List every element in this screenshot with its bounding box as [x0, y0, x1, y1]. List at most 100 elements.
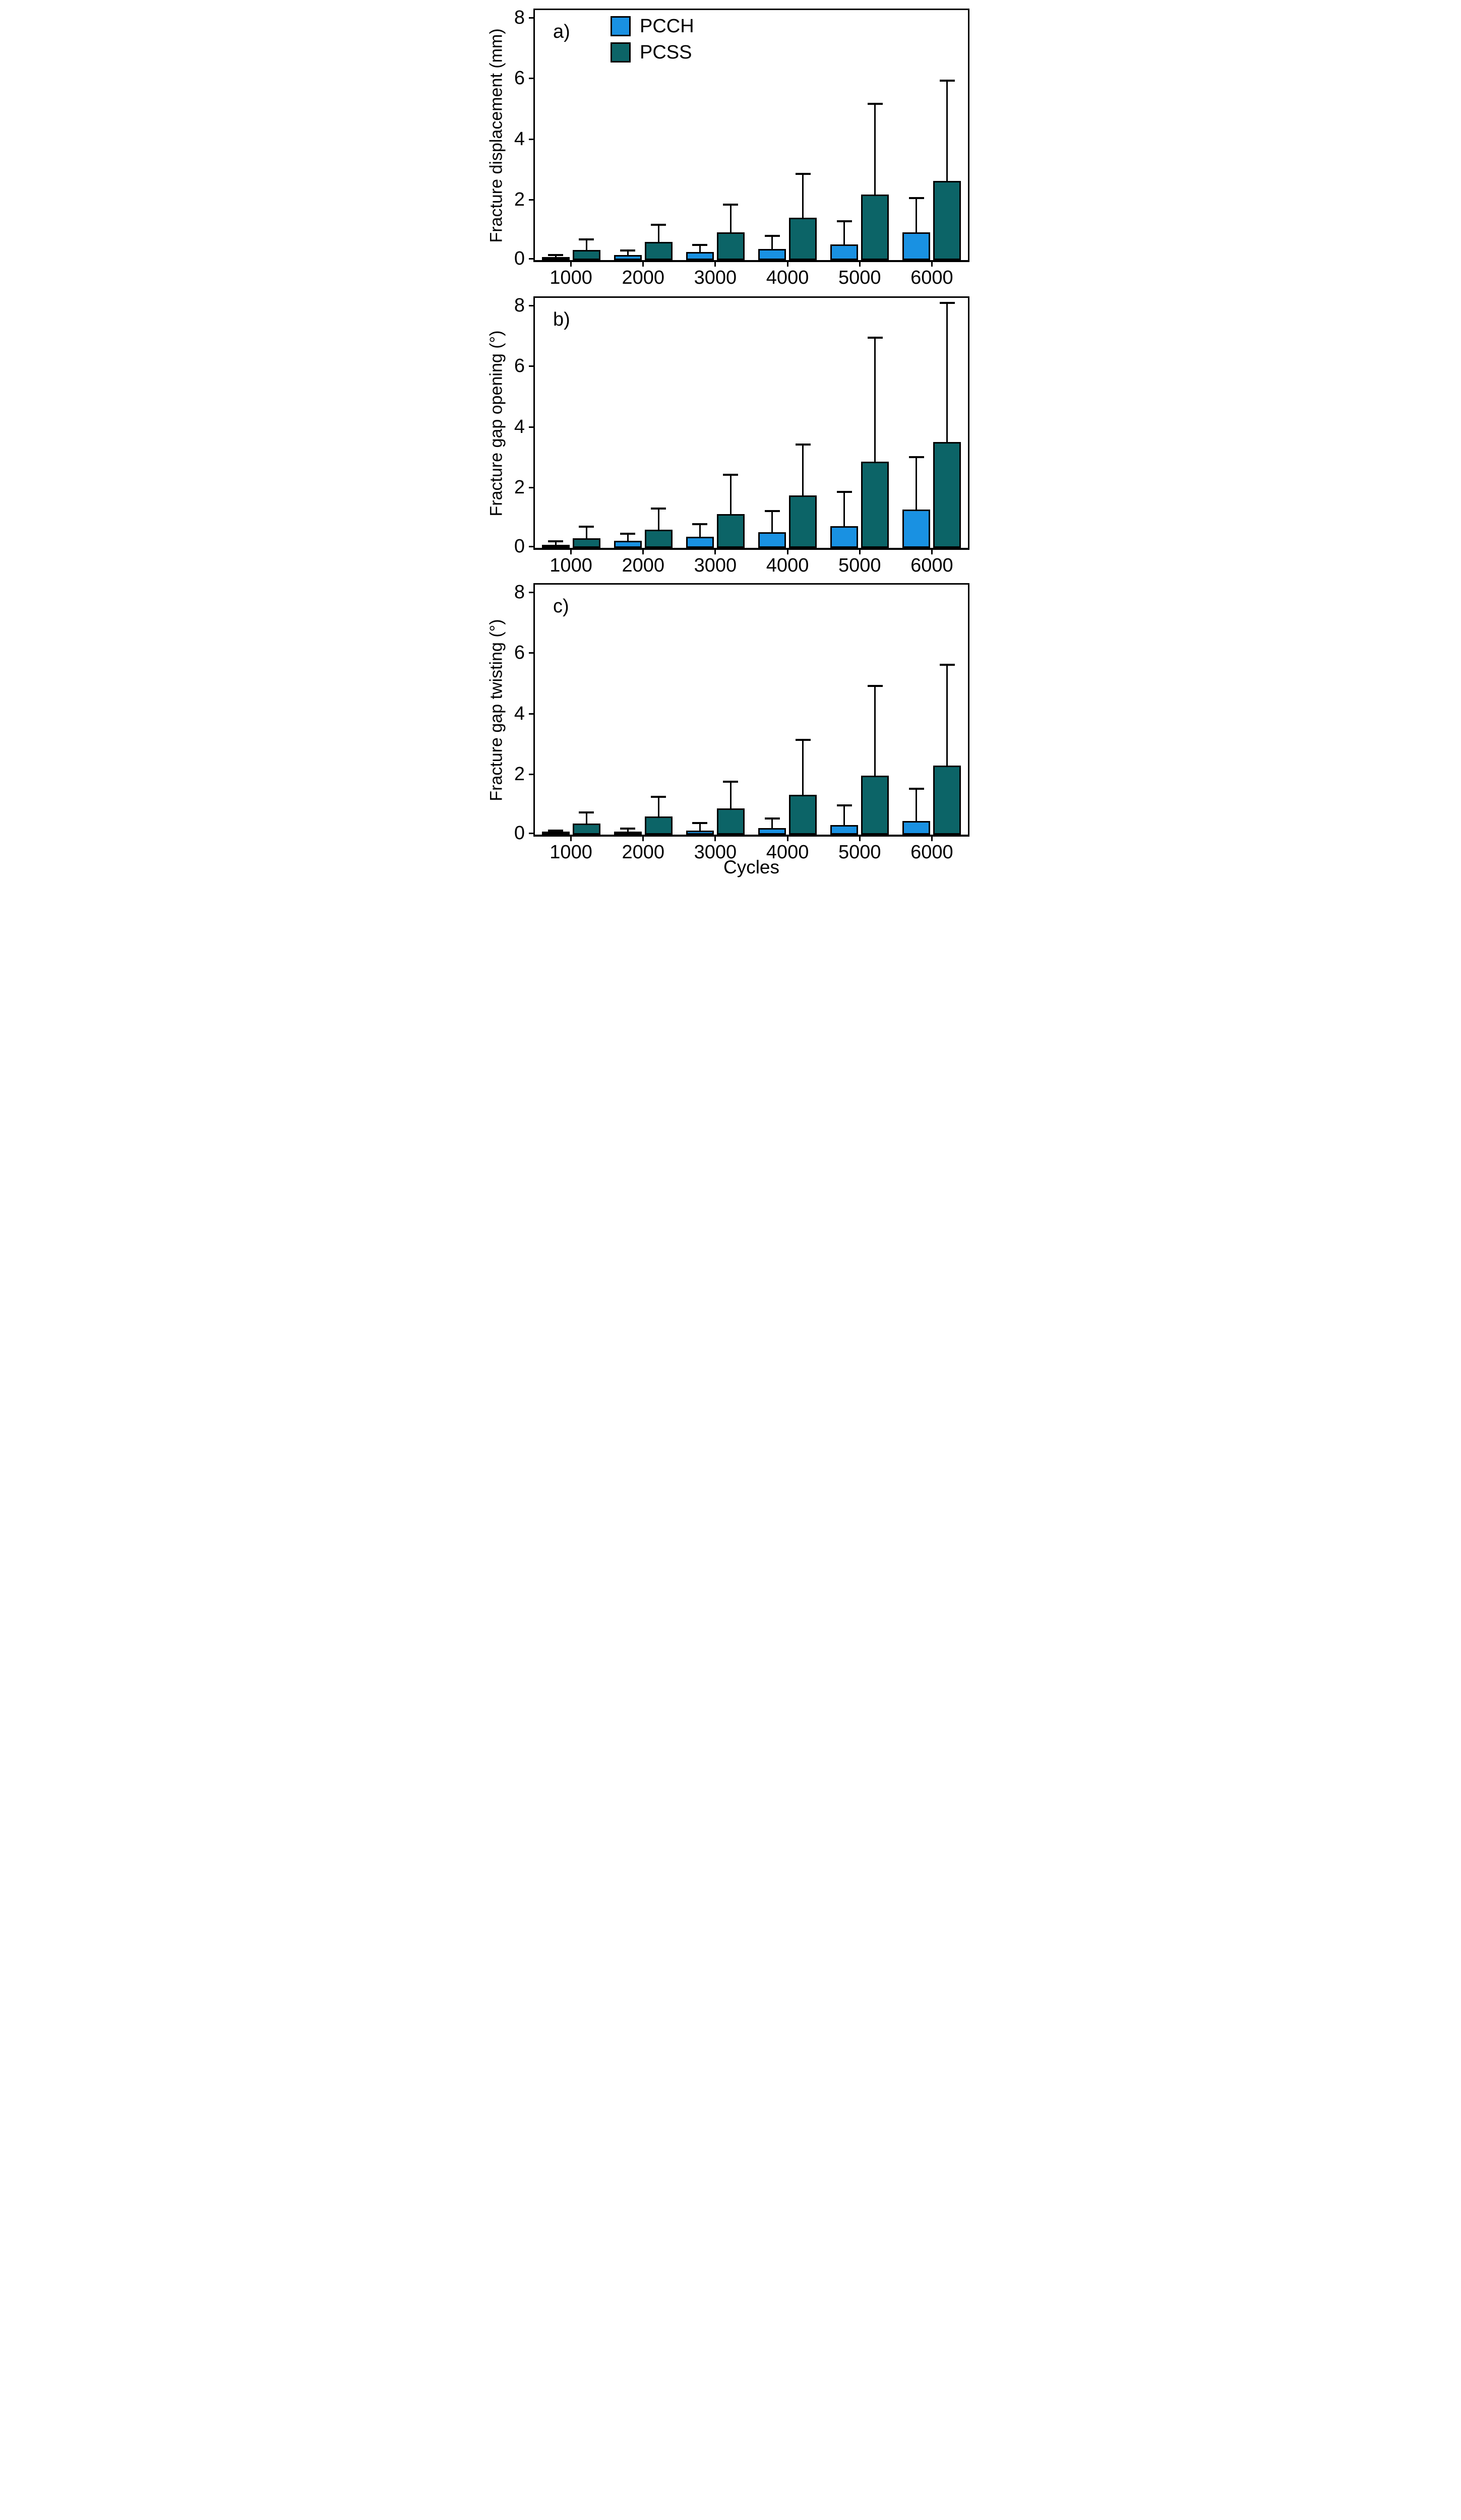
- y-tick-4: [529, 138, 535, 140]
- error-bar-pcss-6000: [946, 665, 948, 768]
- error-bar-pcch-2000: [627, 534, 629, 543]
- error-cap-pcch-3000: [692, 243, 708, 246]
- x-tick-label-6000: 6000: [910, 267, 953, 288]
- x-tick-label-1000: 1000: [550, 267, 592, 288]
- panel-letter-a: a): [553, 21, 570, 42]
- error-bar-pcch-5000: [843, 221, 845, 247]
- x-tick-label-4000: 4000: [766, 555, 809, 576]
- error-bar-pcch-6000: [916, 457, 918, 513]
- error-bar-pcch-3000: [699, 823, 701, 833]
- y-tick-2: [529, 199, 535, 201]
- y-tick-2: [529, 773, 535, 775]
- x-tick-5000: [859, 836, 861, 841]
- bar-pcss-1000: [572, 538, 600, 548]
- error-bar-pcch-2000: [627, 250, 629, 258]
- bar-pcss-2000: [644, 241, 673, 260]
- error-cap-pcch-1000: [548, 830, 564, 832]
- y-tick-label-0: 0: [514, 536, 525, 557]
- error-bar-pcch-4000: [771, 235, 773, 251]
- error-cap-pcch-4000: [764, 817, 780, 820]
- y-tick-label-2: 2: [514, 763, 525, 785]
- error-bar-pcss-2000: [657, 225, 659, 244]
- x-tick-4000: [786, 836, 788, 841]
- x-tick-1000: [570, 836, 572, 841]
- x-tick-label-6000: 6000: [910, 842, 953, 863]
- error-bar-pcss-5000: [874, 104, 876, 197]
- error-cap-pcch-3000: [692, 822, 708, 825]
- bar-pcss-4000: [789, 217, 817, 260]
- x-tick-label-5000: 5000: [838, 267, 881, 288]
- pcss-swatch-icon: [611, 42, 631, 62]
- error-bar-pcss-3000: [729, 204, 732, 235]
- bar-pcch-6000: [902, 821, 931, 835]
- y-tick-label-4: 4: [514, 416, 525, 437]
- y-tick-label-6: 6: [514, 68, 525, 89]
- error-bar-pcch-6000: [916, 788, 918, 824]
- error-cap-pcss-1000: [579, 525, 594, 528]
- bar-pcss-4000: [789, 495, 817, 548]
- y-tick-0: [529, 258, 535, 260]
- error-bar-pcss-5000: [874, 337, 876, 464]
- x-tick-2000: [642, 836, 644, 841]
- bar-pcss-1000: [572, 250, 600, 260]
- x-tick-label-6000: 6000: [910, 555, 953, 576]
- y-tick-4: [529, 426, 535, 428]
- bar-pcch-5000: [830, 526, 859, 548]
- x-tick-5000: [859, 549, 861, 554]
- error-cap-pcss-5000: [867, 685, 883, 687]
- error-cap-pcch-2000: [620, 249, 636, 252]
- error-cap-pcch-3000: [692, 523, 708, 526]
- bar-pcch-4000: [758, 248, 786, 260]
- error-cap-pcch-4000: [764, 234, 780, 237]
- x-tick-3000: [714, 549, 716, 554]
- error-bar-pcch-4000: [771, 511, 773, 535]
- error-bar-pcss-3000: [729, 782, 732, 811]
- bar-pcss-3000: [716, 808, 745, 835]
- y-tick-4: [529, 713, 535, 715]
- error-cap-pcch-4000: [764, 510, 780, 512]
- bar-pcch-5000: [830, 825, 859, 835]
- y-tick-label-8: 8: [514, 582, 525, 603]
- bar-pcss-6000: [933, 765, 961, 835]
- bar-pcss-6000: [933, 442, 961, 548]
- x-tick-6000: [931, 262, 933, 267]
- error-cap-pcch-2000: [620, 533, 636, 535]
- y-tick-6: [529, 365, 535, 367]
- legend-item-pcch: PCCH: [611, 16, 694, 36]
- y-tick-8: [529, 592, 535, 594]
- plot-area-b: b) 0 2 4 6 8 1000 2000 3000 4000 5000 6000: [514, 296, 969, 575]
- x-tick-2000: [642, 262, 644, 267]
- legend-label-pcss: PCSS: [640, 42, 692, 63]
- error-cap-pcss-1000: [579, 238, 594, 240]
- error-bar-pcch-5000: [843, 492, 845, 529]
- error-bar-pcss-2000: [657, 509, 659, 532]
- panel-b: Fracture gap opening (°) b) 0 2 4 6 8 1000 200…: [487, 296, 969, 575]
- bar-pcss-5000: [861, 775, 889, 835]
- x-tick-label-1000: 1000: [550, 555, 592, 576]
- y-tick-label-8: 8: [514, 7, 525, 29]
- x-tick-label-2000: 2000: [622, 267, 665, 288]
- bar-pcch-3000: [686, 252, 714, 260]
- error-cap-pcss-5000: [867, 336, 883, 339]
- x-tick-3000: [714, 836, 716, 841]
- error-bar-pcss-5000: [874, 686, 876, 778]
- bar-pcch-5000: [830, 244, 859, 260]
- y-tick-6: [529, 652, 535, 654]
- error-bar-pcch-3000: [699, 244, 701, 255]
- bar-pcch-2000: [614, 832, 642, 835]
- y-tick-label-6: 6: [514, 355, 525, 377]
- y-tick-label-8: 8: [514, 295, 525, 317]
- legend-item-pcss: PCSS: [611, 42, 694, 62]
- y-tick-label-2: 2: [514, 476, 525, 498]
- pcch-swatch-icon: [611, 16, 631, 36]
- bar-pcss-4000: [789, 794, 817, 835]
- y-tick-label-6: 6: [514, 642, 525, 664]
- error-cap-pcss-3000: [723, 473, 739, 476]
- error-bar-pcss-4000: [802, 740, 804, 797]
- error-cap-pcss-2000: [651, 508, 666, 510]
- bar-pcss-5000: [861, 194, 889, 260]
- y-tick-label-4: 4: [514, 128, 525, 150]
- x-tick-5000: [859, 262, 861, 267]
- bar-pcch-6000: [902, 232, 931, 260]
- bar-pcch-1000: [541, 832, 570, 835]
